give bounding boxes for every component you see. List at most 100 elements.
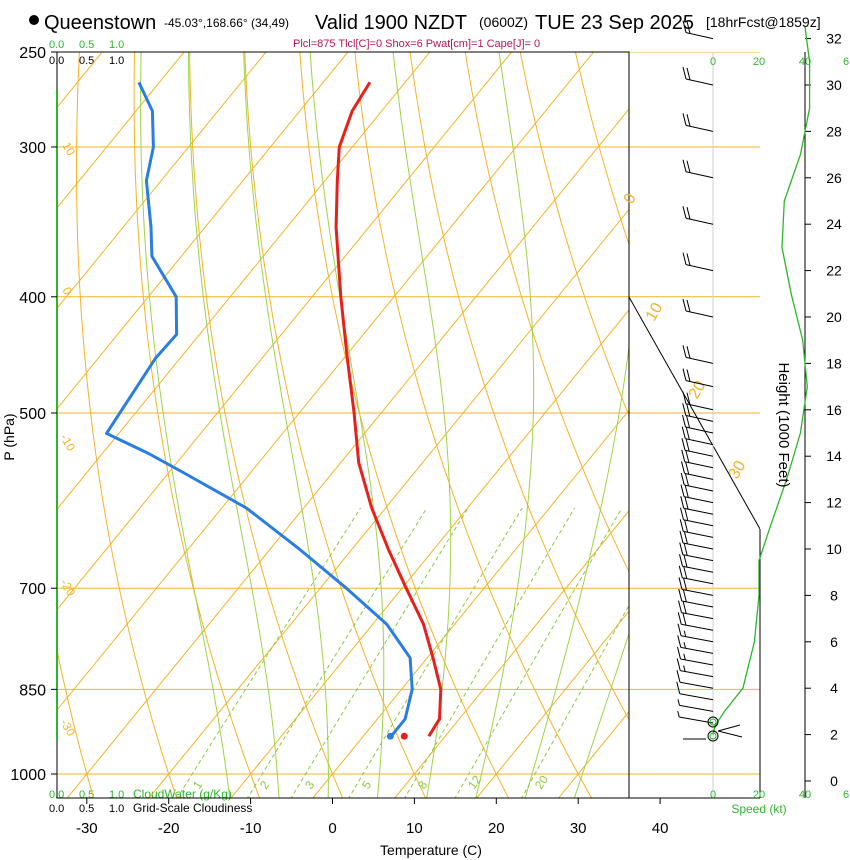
- wind-barb-flag: [682, 206, 687, 219]
- wind-barb-staff: [685, 264, 714, 272]
- wind-barb: [682, 345, 714, 364]
- dry-adiabat: [680, 31, 850, 800]
- wind-barb-staff: [680, 658, 714, 666]
- wind-barb-flag: [679, 542, 684, 555]
- wind-barb-flag: [685, 450, 690, 463]
- wind-barb-staff: [685, 414, 714, 422]
- wind-barb-staff: [679, 681, 714, 689]
- dry-adiabat: [843, 31, 850, 800]
- wind-barb-flag: [677, 623, 682, 636]
- wind-barb: [680, 472, 714, 492]
- wind-barb-flag: [683, 531, 688, 545]
- adiabat-label: 10: [59, 140, 78, 159]
- wind-barb-flag: [686, 369, 691, 382]
- wind-barb: [677, 612, 714, 631]
- isotherm-line: [57, 52, 595, 711]
- wind-barb-flag: [679, 530, 684, 544]
- isotherm-line: [312, 409, 629, 798]
- wind-barb-flag: [682, 589, 687, 603]
- y-axis-title: P (hPa): [1, 413, 17, 460]
- cloudwater-profile-line: [712, 26, 811, 735]
- wind-barb-flag: [686, 299, 691, 313]
- dry-adiabat: [519, 52, 629, 417]
- wind-barb: [682, 414, 714, 434]
- wind-barb: [678, 588, 714, 608]
- wind-barb: [682, 252, 714, 272]
- adiabat-label: 0: [621, 191, 640, 207]
- height-tick-label: 30: [826, 77, 842, 93]
- isotherm-line: [57, 52, 349, 410]
- height-tick-label: 28: [826, 123, 842, 139]
- dry-adiabat: [625, 31, 850, 800]
- wind-barb-staff: [685, 217, 714, 225]
- wind-barb: [676, 681, 714, 701]
- wind-barb-half-flag: [683, 642, 687, 649]
- wind-barb: [677, 699, 714, 712]
- height-tick-label: 12: [826, 495, 842, 511]
- wind-barb-staff: [685, 438, 714, 446]
- wind-barb-flag: [682, 252, 687, 265]
- mixing-ratio-line: [454, 507, 623, 798]
- utc-time: (0600Z): [479, 14, 528, 30]
- y-tick-label: 700: [19, 581, 46, 598]
- calm-wind-circle: [709, 718, 717, 726]
- axes: -30 -20 -10 0 10 20 30 402503004005007008501000…: [10, 31, 849, 837]
- wind-barb: [676, 670, 714, 689]
- isotherm-line: [57, 52, 513, 611]
- wind-barb-flag: [678, 600, 682, 613]
- speed-axis-title: Speed (kt): [731, 802, 786, 816]
- cloud-scale-bottom-black-1: 0.5: [79, 803, 94, 815]
- wind-barb-flag: [684, 508, 689, 521]
- moist-adiabat: [392, 52, 452, 798]
- wind-barb-flag: [686, 160, 691, 173]
- dry-adiabat: [299, 52, 510, 798]
- wind-barb-flag: [683, 578, 688, 591]
- height-tick-label: 22: [826, 263, 842, 279]
- wind-barb-staff: [682, 554, 714, 562]
- wind-barb-staff: [681, 612, 714, 620]
- x-axis-title: Temperature (C): [380, 842, 482, 858]
- wind-barb: [681, 449, 714, 469]
- wind-barb-flag: [685, 462, 690, 475]
- y-tick-label: 300: [19, 140, 46, 157]
- wind-barb-flag: [677, 635, 682, 648]
- wind-barb: [680, 484, 714, 504]
- wind-barb-staff: [684, 484, 714, 492]
- surface-temperature-point: [400, 732, 408, 740]
- isotherm-line: [476, 610, 629, 798]
- wind-barb-flag: [682, 345, 687, 358]
- wind-barb-flag: [678, 577, 683, 590]
- moist-adiabat: [475, 52, 535, 798]
- moist-adiabat: [243, 52, 329, 798]
- height-tick-label: 18: [826, 355, 842, 371]
- wind-barb-flag: [686, 415, 691, 429]
- y-tick-label: 500: [19, 406, 46, 423]
- moist-adiabat: [309, 52, 385, 798]
- wind-barb-flag: [682, 368, 687, 381]
- wind-barb-flag: [681, 461, 685, 474]
- cloudwater-label: CloudWater (g/Kg): [133, 787, 232, 801]
- wind-barb: [676, 658, 714, 678]
- moist-adiabat: [188, 52, 280, 798]
- wind-barb: [677, 635, 714, 654]
- location-name: Queenstown: [44, 12, 156, 34]
- y-tick-label: 250: [19, 45, 46, 62]
- wind-barb-staff: [682, 542, 714, 550]
- moist-adiabat: [140, 52, 231, 798]
- wind-barb-flag: [686, 392, 691, 405]
- wind-barb-flag: [679, 519, 684, 532]
- wind-barb: [682, 206, 714, 225]
- wind-barb-staff: [683, 530, 714, 538]
- wind-barb-flag: [680, 507, 684, 520]
- wind-barb-staff: [685, 78, 714, 86]
- wind-barb-staff: [685, 403, 714, 411]
- x-tick-label: 20: [488, 820, 505, 837]
- wind-barb-staff: [682, 577, 714, 585]
- mixing-ratio-line: [176, 507, 362, 798]
- adiabat-label: 30: [726, 458, 750, 482]
- wind-barb-flag: [678, 565, 683, 578]
- wind-barb: [678, 600, 714, 620]
- wind-barb-staff: [680, 635, 714, 643]
- dry-adiabat: [189, 52, 344, 798]
- wind-barb-flag: [685, 438, 690, 452]
